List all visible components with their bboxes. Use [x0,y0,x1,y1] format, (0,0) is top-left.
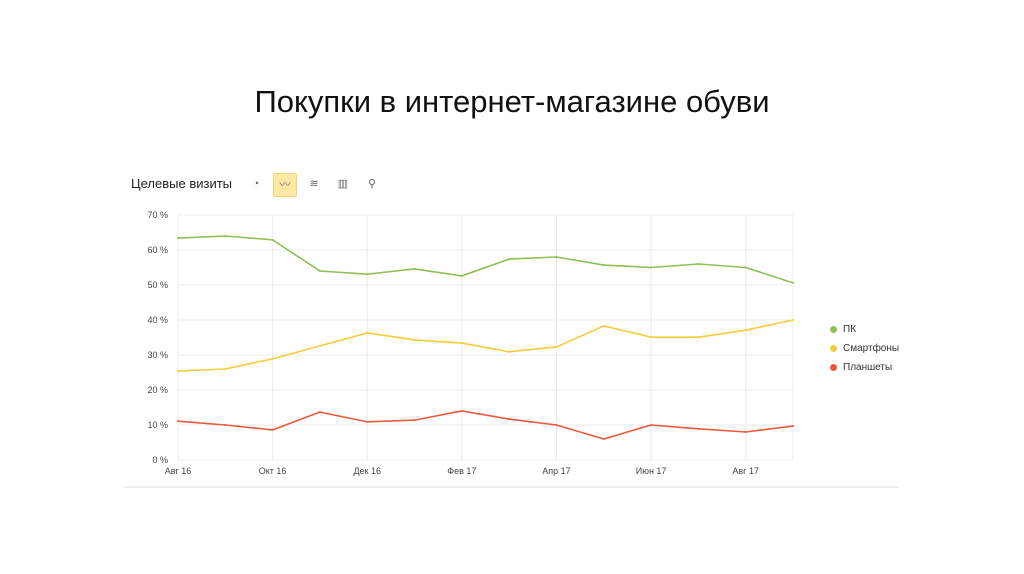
data-point [508,418,511,421]
data-point [224,368,227,370]
x-tick-label: Фев 17 [447,466,476,476]
data-point [650,266,653,269]
y-tick-label: 40 % [147,315,168,325]
data-point [413,419,416,422]
x-tick-label: Окт 16 [259,466,287,476]
data-point [318,344,321,347]
map-icon[interactable]: ⚲ [367,178,377,190]
data-point [460,342,463,345]
data-point [555,424,558,426]
y-tick-label: 50 % [147,280,168,290]
data-point [508,258,511,261]
legend-label: Смартфоны [843,343,900,354]
data-point [177,370,179,373]
series-line-0 [177,235,794,284]
data-point [697,336,700,339]
data-point [271,238,274,241]
data-point [460,410,463,412]
data-point [366,273,369,276]
area-chart-icon[interactable]: ≋ [309,178,319,190]
y-tick-label: 0 % [152,455,168,465]
x-tick-label: Дек 16 [353,466,381,476]
legend: ПК Смартфоны Планшеты [830,320,899,377]
data-point [602,264,605,267]
y-tick-label: 20 % [147,385,168,395]
data-point [508,350,511,353]
y-tick-label: 70 % [147,210,168,220]
x-tick-label: Авг 17 [732,466,759,476]
data-point [271,357,274,360]
data-point [271,428,274,431]
data-point [744,431,747,433]
legend-item[interactable]: Планшеты [830,358,899,377]
y-tick-label: 10 % [147,420,168,430]
legend-dot-icon [830,345,837,352]
data-point [744,266,747,269]
legend-dot-icon [830,364,837,371]
data-point [413,267,416,270]
bar-chart-icon[interactable]: ▥ [337,178,349,190]
x-tick-label: Авг 16 [165,466,192,476]
legend-item[interactable]: Смартфоны [830,339,899,358]
data-point [697,427,700,430]
y-tick-label: 30 % [147,350,168,360]
page-title: Покупки в интернет-магазине обуви [254,84,770,119]
data-point [224,424,227,426]
data-point [318,270,321,272]
data-point [792,319,794,321]
legend-item[interactable]: ПК [830,320,899,339]
data-point [555,256,558,258]
data-point [697,263,700,265]
data-point [366,420,369,423]
x-tick-label: Апр 17 [542,466,570,476]
data-point [602,438,605,440]
data-point [460,274,463,277]
data-point [602,324,605,327]
data-point [792,425,794,428]
data-point [224,235,227,237]
data-point [177,237,179,240]
data-point [555,345,558,348]
pie-chart-icon[interactable]: ◔ [252,178,260,190]
legend-label: ПК [843,324,857,335]
chart-metric-label: Целевые визиты [131,176,233,191]
legend-dot-icon [830,326,837,333]
data-point [792,281,794,284]
data-point [177,420,179,423]
data-point [650,336,653,339]
data-point [413,338,416,341]
chart-panel [124,166,899,488]
series-line-1 [177,319,794,372]
line-chart-icon[interactable]: 〰 [273,173,297,197]
data-point [650,424,653,426]
data-point [366,331,369,334]
data-point [318,411,321,414]
y-tick-label: 60 % [147,245,168,255]
series-line-2 [177,410,794,440]
data-point [744,329,747,332]
legend-label: Планшеты [843,362,893,373]
x-tick-label: Июн 17 [636,466,667,476]
